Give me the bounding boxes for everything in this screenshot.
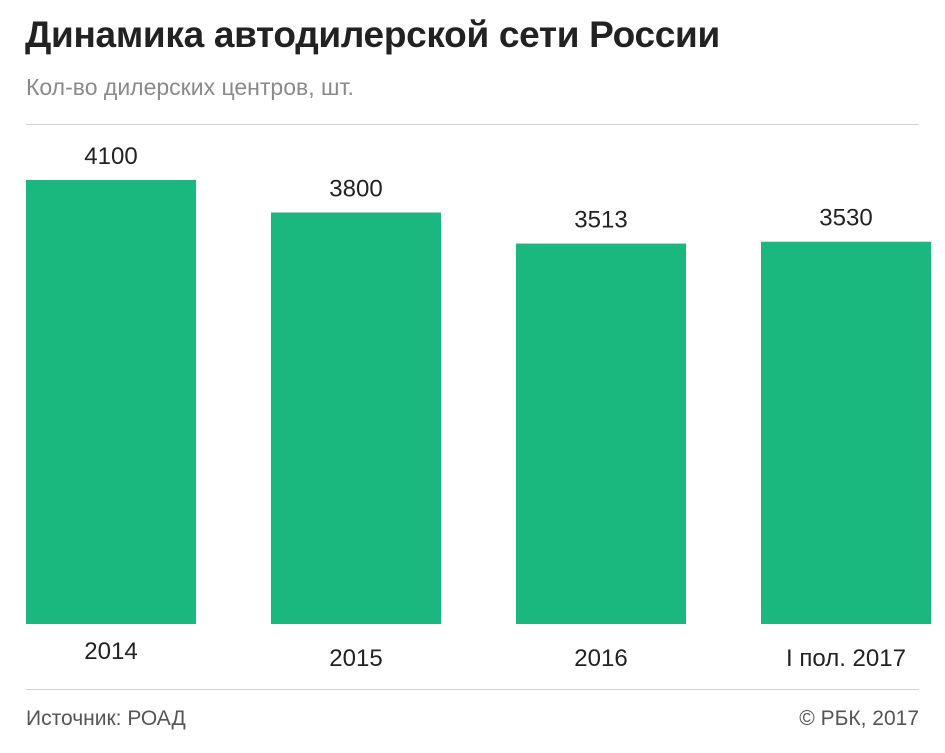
category-label-1: 2014 (84, 638, 137, 665)
top-divider (26, 124, 919, 125)
value-label-1: 4100 (84, 143, 137, 170)
bar-4 (761, 241, 931, 625)
category-label-4: I пол. 2017 (786, 645, 906, 672)
category-label-3: 2016 (574, 645, 627, 672)
value-label-2: 3800 (329, 175, 382, 202)
chart-subtitle: Кол-во дилерских центров, шт. (26, 74, 354, 100)
page-title: Динамика автодилерской сети России (25, 14, 720, 55)
category-label-2: 2015 (329, 645, 382, 672)
bottom-divider (26, 689, 919, 690)
value-label-4: 3530 (819, 205, 872, 232)
value-label-3: 3513 (574, 207, 627, 234)
copyright-note: © РБК, 2017 (799, 707, 919, 730)
bar-3 (516, 243, 686, 624)
bar-1 (26, 180, 196, 624)
bar-2 (271, 212, 441, 625)
source-note: Источник: РОАД (26, 707, 186, 730)
